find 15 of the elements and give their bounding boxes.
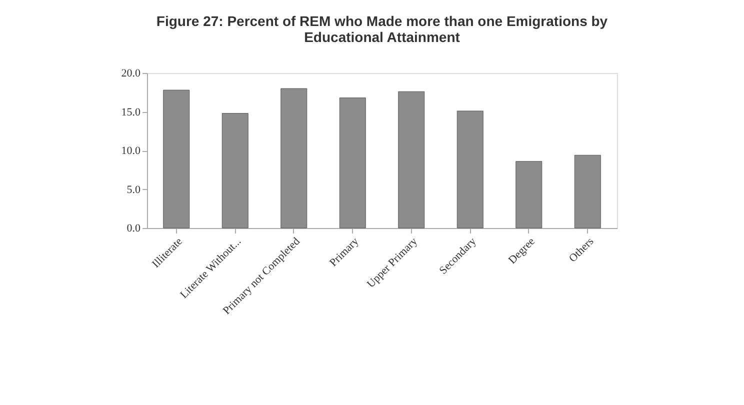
bar (222, 113, 248, 228)
y-tick-label: 5.0 (126, 184, 141, 196)
y-tick-label: 10.0 (121, 145, 141, 157)
bar (339, 98, 366, 228)
y-tick-label: 20.0 (121, 68, 141, 80)
text: Educational Attainment (304, 29, 460, 45)
bar (280, 88, 308, 228)
y-tick-label: 0.0 (126, 222, 141, 234)
bar (398, 91, 425, 228)
bar (516, 161, 542, 228)
text: Figure 27: Percent of REM who Made more than one Emigrations by (156, 13, 608, 29)
bar (456, 110, 484, 228)
bar (574, 154, 601, 228)
bar (163, 90, 190, 228)
y-tick-label: 15.0 (121, 106, 141, 118)
